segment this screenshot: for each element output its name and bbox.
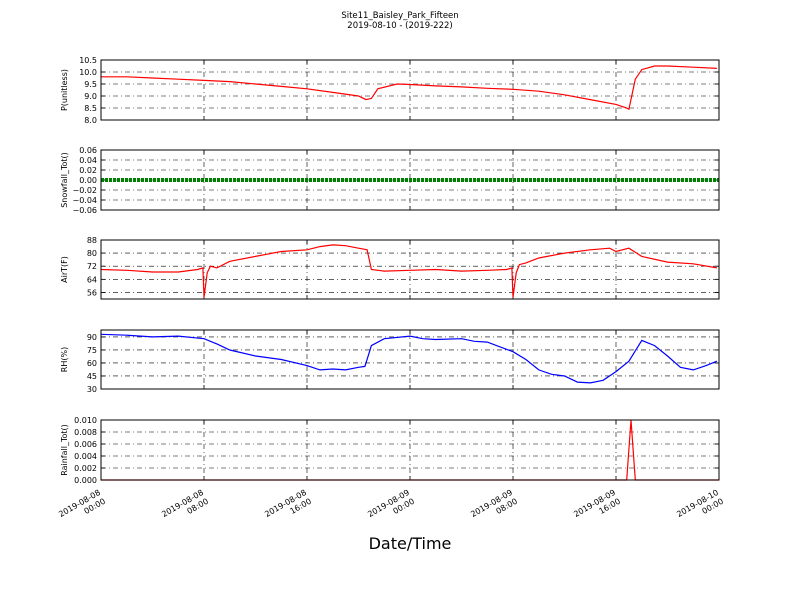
y-tick-label: −0.06: [72, 206, 97, 215]
y-tick-label: 0.000: [74, 476, 97, 485]
y-tick-label: 60: [87, 359, 97, 368]
panel-frame: [100, 419, 720, 481]
y-tick-label: 90: [87, 333, 97, 342]
y-tick-label: 80: [87, 249, 97, 258]
panel-frame: [100, 329, 720, 390]
y-tick-label: 8.0: [84, 116, 97, 125]
x-tick-label: 2019-08-0800:00: [57, 488, 107, 528]
series-line: [101, 65, 717, 111]
y-tick-label: 72: [87, 262, 97, 271]
y-axis-label: RH(%): [60, 347, 69, 372]
x-tick-label: 2019-08-0908:00: [469, 488, 519, 528]
y-tick-label: 0.006: [74, 440, 97, 449]
y-tick-label: 10.5: [79, 56, 97, 65]
y-tick-label: 0.008: [74, 428, 97, 437]
y-tick-label: 56: [87, 288, 97, 297]
x-tick-label: 2019-08-0816:00: [263, 488, 313, 528]
y-tick-label: 0.00: [79, 176, 97, 185]
y-tick-label: 0.06: [79, 146, 97, 155]
y-axis-label: P(unitless): [60, 69, 69, 111]
y-tick-label: 0.002: [74, 464, 97, 473]
y-axis-label: Rainfall_Tot(): [60, 424, 69, 476]
chart-title: Site11_Baisley_Park_Fifteen: [341, 11, 459, 21]
y-tick-label: −0.02: [72, 186, 97, 195]
y-tick-label: 45: [87, 372, 97, 381]
y-tick-label: 8.5: [84, 104, 97, 113]
y-tick-label: 75: [87, 346, 97, 355]
x-tick-label: 2019-08-0900:00: [366, 488, 416, 528]
y-tick-label: 10.0: [79, 68, 97, 77]
y-tick-label: 64: [87, 275, 97, 284]
y-tick-label: 9.5: [84, 80, 97, 89]
y-tick-label: 30: [87, 385, 97, 394]
y-tick-label: 0.04: [79, 156, 97, 165]
series-line: [100, 244, 718, 298]
panel-frame: [100, 149, 720, 211]
y-tick-label: −0.04: [72, 196, 97, 205]
panel-frame: [100, 239, 720, 300]
x-axis-label: Date/Time: [368, 534, 452, 553]
y-tick-label: 9.0: [84, 92, 97, 101]
x-tick-label: 2019-08-1000:00: [675, 488, 725, 528]
y-tick-label: 88: [87, 236, 97, 245]
series-line: [100, 333, 718, 384]
y-tick-label: 0.02: [79, 166, 97, 175]
panel-frame: [100, 59, 720, 121]
y-tick-label: 0.004: [74, 452, 97, 461]
y-axis-label: Snowfall_Tot(): [60, 152, 69, 208]
x-tick-label: 2019-08-0916:00: [572, 488, 622, 528]
y-axis-label: AirT(F): [60, 256, 69, 283]
y-tick-label: 0.010: [74, 416, 97, 425]
x-tick-label: 2019-08-0808:00: [160, 488, 210, 528]
chart-subtitle: 2019-08-10 - (2019-222): [347, 21, 453, 31]
